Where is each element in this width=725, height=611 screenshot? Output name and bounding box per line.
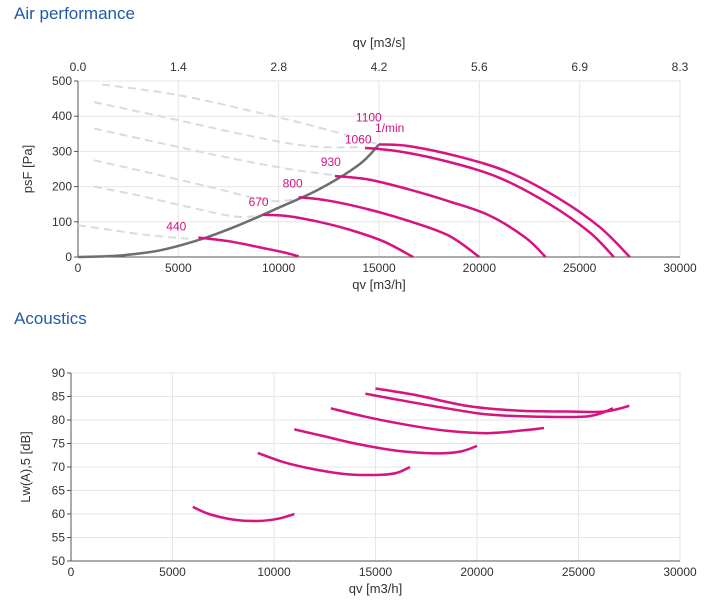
x-tick-label: 0 bbox=[75, 261, 82, 275]
x-tick-label: 25000 bbox=[562, 565, 596, 579]
y-tick-label: 70 bbox=[52, 460, 66, 474]
x2-axis-label: qv [m3/s] bbox=[353, 35, 406, 50]
air-performance-chart: 0 5000 10000 15000 20000 25000 30000 0 100 200 300… bbox=[20, 35, 697, 292]
sound-power-curve bbox=[365, 392, 614, 419]
acoustics-title: Acoustics bbox=[14, 309, 87, 328]
air-performance-title: Air performance bbox=[14, 4, 135, 23]
dashed-curve bbox=[93, 159, 303, 203]
speed-curve bbox=[378, 143, 631, 258]
x-tick-label: 25000 bbox=[563, 261, 597, 275]
x2-tick-label: 8.3 bbox=[672, 60, 689, 74]
y-tick-label: 80 bbox=[52, 413, 66, 427]
y-tick-label: 300 bbox=[52, 144, 72, 158]
x-tick-label: 30000 bbox=[663, 261, 697, 275]
dashed-curve bbox=[77, 224, 189, 240]
sound-power-curve bbox=[330, 407, 545, 435]
x2-tick-label: 1.4 bbox=[170, 60, 187, 74]
speed-unit-label: 1/min bbox=[375, 121, 404, 135]
speed-curve-label: 1100 bbox=[356, 110, 382, 124]
speed-curve bbox=[364, 146, 615, 258]
y-axis-label: Lw(A),5 [dB] bbox=[18, 431, 33, 503]
x2-tick-label: 6.9 bbox=[571, 60, 588, 74]
sound-power-curve bbox=[294, 428, 478, 455]
x-tick-label: 15000 bbox=[362, 261, 396, 275]
y-tick-label: 50 bbox=[52, 554, 66, 568]
speed-curve bbox=[298, 195, 481, 259]
speed-curve bbox=[262, 213, 414, 259]
speed-curve bbox=[198, 236, 300, 258]
speed-curve-label: 670 bbox=[249, 195, 269, 209]
sound-power-curve bbox=[192, 505, 295, 523]
y-tick-label: 100 bbox=[52, 215, 72, 229]
x-axis-label: qv [m3/h] bbox=[349, 581, 402, 596]
y-tick-label: 55 bbox=[52, 531, 66, 545]
x2-tick-label: 2.8 bbox=[270, 60, 287, 74]
y-tick-label: 75 bbox=[52, 437, 66, 451]
y-tick-label: 65 bbox=[52, 484, 66, 498]
x-tick-label: 5000 bbox=[159, 565, 186, 579]
speed-curve bbox=[334, 174, 547, 258]
y-tick-label: 60 bbox=[52, 507, 66, 521]
x-tick-label: 20000 bbox=[463, 261, 497, 275]
x-axis-label: qv [m3/h] bbox=[352, 277, 405, 292]
speed-curve-label: 930 bbox=[321, 155, 341, 169]
y-axis-label: psF [Pa] bbox=[20, 145, 35, 193]
dashed-curve bbox=[101, 83, 380, 146]
y-tick-label: 400 bbox=[52, 109, 72, 123]
y-tick-label: 500 bbox=[52, 74, 72, 88]
y-tick-label: 85 bbox=[52, 390, 66, 404]
y-tick-label: 90 bbox=[52, 366, 66, 380]
speed-curve-label: 800 bbox=[283, 176, 303, 190]
x-tick-label: 15000 bbox=[359, 565, 393, 579]
system-curve bbox=[77, 143, 380, 259]
x2-tick-label: 0.0 bbox=[70, 60, 87, 74]
x2-tick-label: 4.2 bbox=[371, 60, 388, 74]
x-tick-label: 20000 bbox=[460, 565, 494, 579]
x2-tick-label: 5.6 bbox=[471, 60, 488, 74]
x-tick-label: 10000 bbox=[262, 261, 296, 275]
sound-power-curve bbox=[375, 387, 630, 414]
speed-curve-label: 440 bbox=[166, 220, 186, 234]
y-tick-label: 0 bbox=[65, 250, 72, 264]
dashed-curve bbox=[93, 185, 263, 218]
x-tick-label: 10000 bbox=[257, 565, 291, 579]
x-tick-label: 5000 bbox=[165, 261, 192, 275]
y-tick-label: 200 bbox=[52, 180, 72, 194]
speed-curve-label: 1060 bbox=[345, 133, 372, 147]
x-tick-label: 0 bbox=[68, 565, 75, 579]
sound-power-curve bbox=[257, 451, 411, 477]
x-tick-label: 30000 bbox=[663, 565, 697, 579]
dashed-curve bbox=[93, 127, 336, 177]
